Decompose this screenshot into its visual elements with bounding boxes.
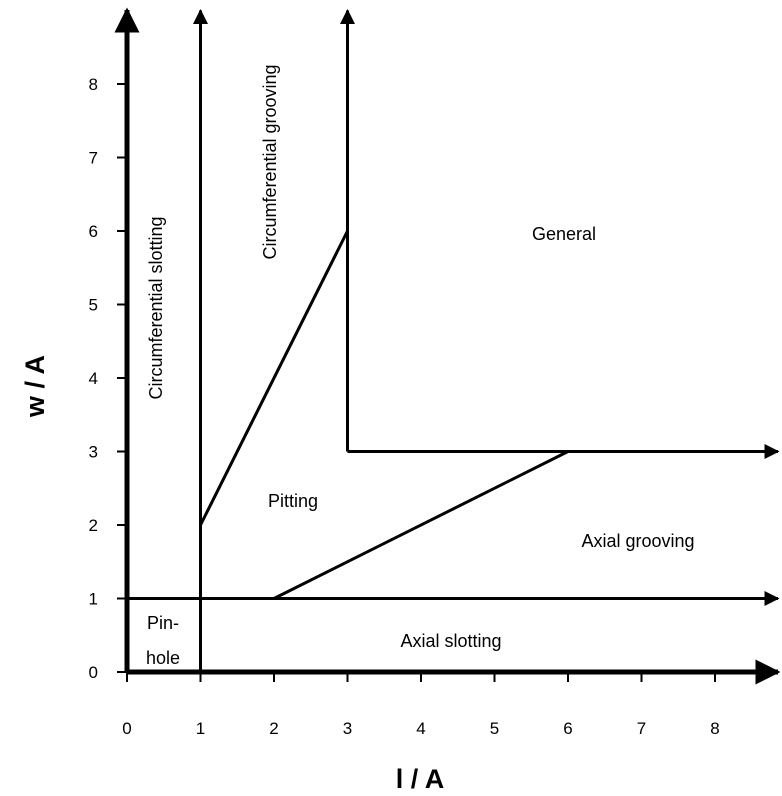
line-pitting-lower [273,450,569,600]
x-tick-label: 1 [196,719,205,738]
region-label-pinhole: Pin- [147,613,179,633]
x-ticks: 0 1 2 3 4 5 6 7 8 [122,672,720,738]
x-tick-label: 5 [490,719,499,738]
y-ticks: 0 1 2 3 4 5 6 7 8 [89,75,127,682]
x-tick-label: 2 [269,719,278,738]
y-tick-label: 3 [89,443,98,462]
line-pitting-upper [199,230,349,526]
x-axis-title: l / A [396,764,445,794]
y-tick-label: 1 [89,590,98,609]
region-label-circumferential-slotting: Circumferential slotting [146,216,166,399]
region-label-general: General [532,224,596,244]
x-tick-label: 4 [416,719,425,738]
region-label-axial-slotting: Axial slotting [400,631,501,651]
y-tick-label: 2 [89,516,98,535]
region-boundaries [127,9,780,672]
region-label-pinhole-line2: hole [146,648,180,668]
y-tick-label: 5 [89,296,98,315]
y-tick-label: 8 [89,75,98,94]
y-tick-label: 0 [89,663,98,682]
y-tick-label: 4 [89,369,98,388]
y-tick-label: 6 [89,222,98,241]
x-tick-label: 3 [343,719,352,738]
x-tick-label: 7 [637,719,646,738]
y-tick-label: 7 [89,149,98,168]
x-tick-label: 6 [563,719,572,738]
region-label-circumferential-grooving: Circumferential grooving [260,64,280,259]
y-axis-title: w / A [20,355,50,418]
region-label-axial-grooving: Axial grooving [581,531,694,551]
region-label-pitting: Pitting [268,491,318,511]
x-tick-label: 8 [710,719,719,738]
x-tick-label: 0 [122,719,131,738]
